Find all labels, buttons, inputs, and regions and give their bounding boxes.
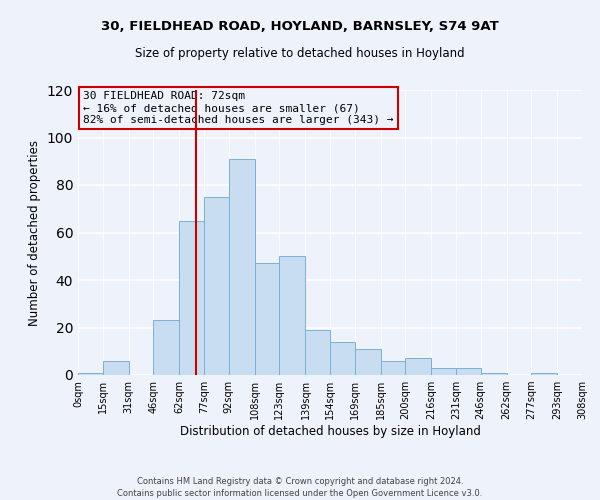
X-axis label: Distribution of detached houses by size in Hoyland: Distribution of detached houses by size … [179,425,481,438]
Text: Size of property relative to detached houses in Hoyland: Size of property relative to detached ho… [135,48,465,60]
Bar [255,264,279,375]
Bar [103,361,129,375]
Bar [456,368,481,375]
Bar [330,342,355,375]
Text: Contains public sector information licensed under the Open Government Licence v3: Contains public sector information licen… [118,489,482,498]
Bar [204,197,229,375]
Bar [405,358,431,375]
Bar [582,372,600,375]
Bar [355,349,381,375]
Bar [229,159,255,375]
Y-axis label: Number of detached properties: Number of detached properties [28,140,41,326]
Text: 30, FIELDHEAD ROAD, HOYLAND, BARNSLEY, S74 9AT: 30, FIELDHEAD ROAD, HOYLAND, BARNSLEY, S… [101,20,499,33]
Text: Contains HM Land Registry data © Crown copyright and database right 2024.: Contains HM Land Registry data © Crown c… [137,478,463,486]
Bar [78,372,103,375]
Bar [279,256,305,375]
Bar [153,320,179,375]
Bar [431,368,456,375]
Bar [481,372,507,375]
Bar [179,220,204,375]
Bar [381,361,405,375]
Text: 30 FIELDHEAD ROAD: 72sqm
← 16% of detached houses are smaller (67)
82% of semi-d: 30 FIELDHEAD ROAD: 72sqm ← 16% of detach… [83,92,394,124]
Bar [305,330,330,375]
Bar [531,372,557,375]
